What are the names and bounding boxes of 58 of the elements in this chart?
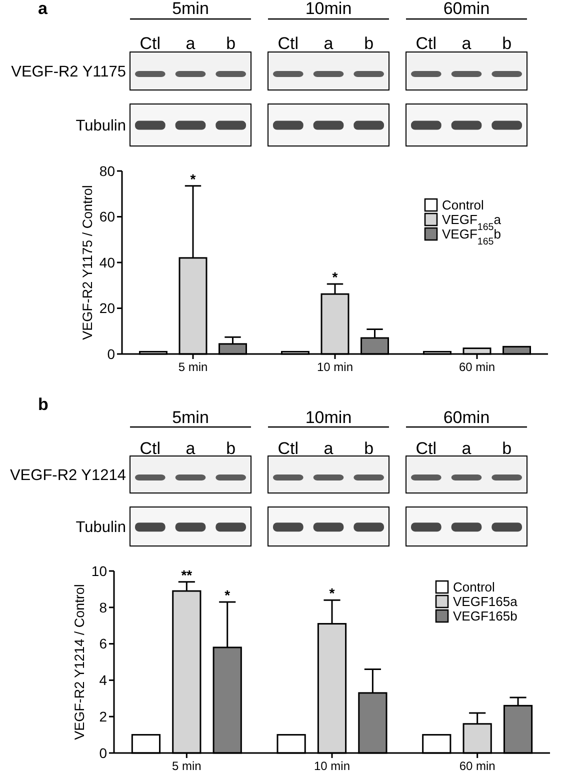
y-axis-title: VEGF-R2 Y1214 / Control: [72, 584, 87, 740]
category-label: 10min: [305, 408, 352, 427]
category-label: Tubulin: [76, 117, 126, 134]
text: a: [324, 34, 334, 53]
text: Ctl: [278, 439, 299, 458]
y-tick-label: 0: [107, 346, 116, 362]
y-tick-label: 10: [91, 562, 108, 579]
annotation: *: [332, 269, 338, 286]
text: a: [186, 439, 196, 458]
y-tick-label: 2: [99, 708, 108, 724]
x-tick-label: 10 min: [316, 360, 354, 374]
y-tick-label: 8: [99, 599, 108, 616]
x-tick-label: 5 min: [172, 759, 202, 773]
text: b: [364, 34, 374, 53]
annotation: **: [181, 566, 193, 583]
category-label: 5min: [172, 0, 209, 18]
category-label: VEGF-R2 Y1175: [11, 63, 126, 80]
category-label: 60min: [443, 0, 490, 18]
category-label: 10min: [305, 0, 352, 18]
x-tick-label: 60 min: [458, 360, 496, 374]
text: Ctl: [140, 34, 161, 53]
y-tick-label: 4: [99, 672, 108, 688]
text: b: [502, 439, 512, 458]
category-label: Tubulin: [76, 518, 126, 536]
x-tick-label: 60 min: [459, 759, 496, 773]
y-tick-label: 80: [99, 162, 116, 179]
text: b: [502, 34, 512, 53]
y-axis-title: VEGF-R2 Y1175 / Control: [80, 185, 95, 340]
annotation: *: [329, 585, 336, 602]
text: b: [364, 439, 374, 458]
legend-label: Control: [453, 580, 496, 595]
text: Ctl: [140, 439, 161, 458]
y-tick-label: 20: [99, 300, 116, 316]
y-tick-label: 0: [99, 744, 108, 761]
text: Ctl: [416, 439, 437, 458]
legend-label: VEGF165a: [453, 594, 518, 610]
y-tick-label: 60: [99, 208, 116, 225]
y-tick-label: 40: [99, 254, 116, 270]
text: b: [38, 395, 48, 414]
legend-label: VEGF165b: [453, 608, 518, 624]
y-tick-label: 6: [99, 636, 108, 652]
text: a: [186, 34, 196, 53]
text: a: [462, 439, 472, 458]
text: a: [462, 34, 472, 53]
text: Ctl: [278, 34, 299, 53]
text: a: [324, 439, 334, 458]
text: b: [226, 439, 236, 458]
category-label: VEGF-R2 Y1214: [10, 466, 126, 484]
legend-label: Control: [442, 198, 484, 213]
text: b: [226, 34, 236, 53]
annotation: *: [224, 586, 231, 603]
x-tick-label: 10 min: [314, 759, 350, 773]
annotation: *: [190, 170, 196, 187]
text: Ctl: [416, 34, 437, 53]
category-label: 5min: [172, 408, 209, 427]
x-tick-label: 5 min: [178, 360, 208, 374]
text: a: [38, 0, 48, 18]
category-label: 60min: [443, 408, 490, 427]
